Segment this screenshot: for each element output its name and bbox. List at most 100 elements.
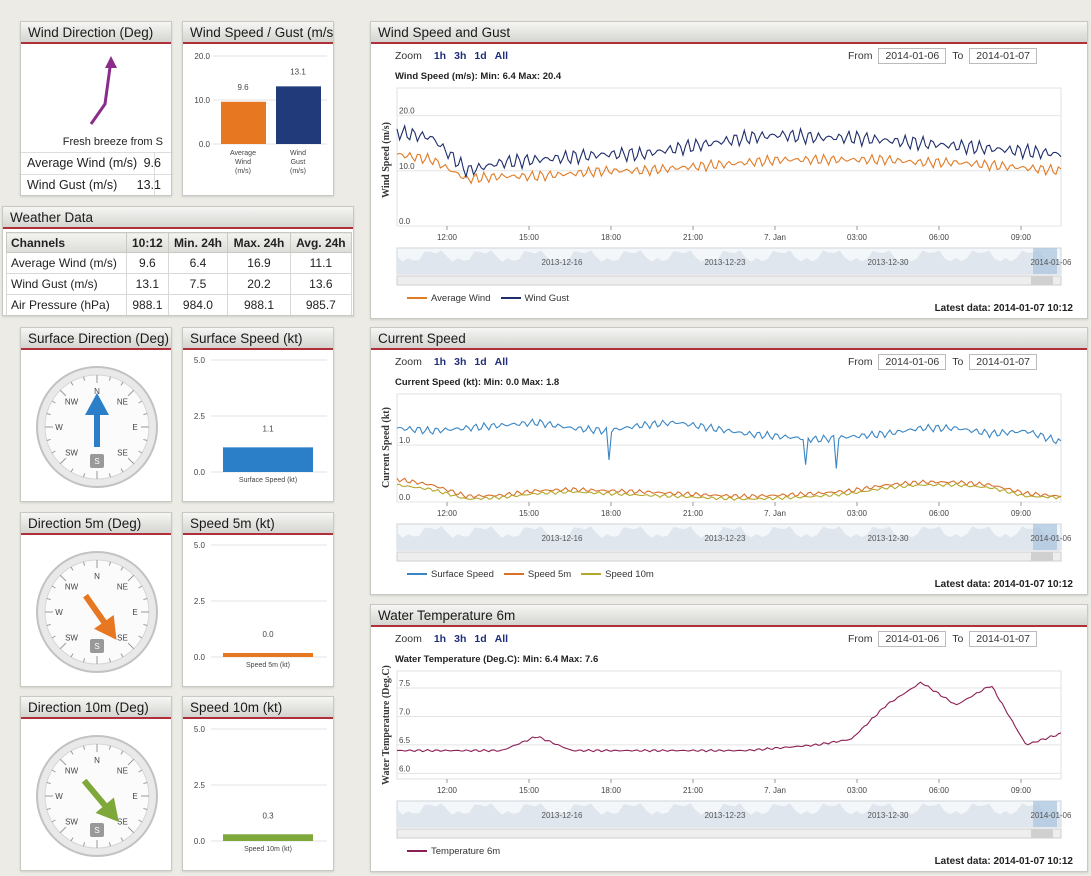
y-tick-label: 0.0 <box>399 493 411 502</box>
legend-label: Wind Gust <box>524 293 569 304</box>
surface-speed-panel: Surface Speed (kt) 5.0 2.5 0.0 1.1 Surface S… <box>182 327 334 502</box>
legend-item[interactable]: Speed 10m <box>581 569 654 580</box>
compass-label: NW <box>65 398 79 407</box>
scrollbar <box>396 275 1062 286</box>
panel-title: Wind Speed / Gust (m/s) <box>183 22 333 44</box>
navigator-tick-label: 2013-12-23 <box>705 258 746 267</box>
from-label: From <box>847 633 873 645</box>
legend-item[interactable]: Speed 5m <box>503 569 571 580</box>
legend-swatch <box>407 850 427 853</box>
legend-swatch <box>503 573 524 576</box>
compass-tick <box>138 585 143 589</box>
direction-5m-compass-icon: N NE E SE SW W NW S <box>36 551 158 673</box>
column-header: 10:12 <box>126 232 169 253</box>
x-tick-label: 15:00 <box>519 233 540 242</box>
compass-tick <box>127 642 135 650</box>
table-cell: 985.7 <box>289 294 353 315</box>
speed-10m-bar-chart: 5.0 2.5 0.0 0.3 Speed 10m (kt) <box>194 725 327 853</box>
legend-label: Average Wind <box>431 293 491 304</box>
to-date-input[interactable]: 2014-01-07 <box>969 354 1037 370</box>
panel-title: Direction 10m (Deg) <box>21 697 171 719</box>
panel-title: Current Speed <box>371 328 1087 350</box>
y-tick-label: 2.5 <box>194 412 206 421</box>
arrow-shaft <box>83 593 110 629</box>
wind-speed-gust-bar-chart: 20.0 10.0 0.0 9.6 Average Wind (m/s) 13.1 Wind Gu… <box>194 52 327 175</box>
navigator-area <box>397 803 1061 827</box>
to-date-input[interactable]: 2014-01-07 <box>969 48 1037 64</box>
to-date-input[interactable]: 2014-01-07 <box>969 631 1037 647</box>
compass-tick <box>127 574 135 582</box>
x-tick-label: 15:00 <box>519 509 540 518</box>
compass-arrow <box>83 593 117 640</box>
from-date-input[interactable]: 2014-01-06 <box>878 48 947 64</box>
bar-category-label: (m/s) <box>290 168 306 175</box>
zoom-all-button[interactable]: All <box>494 356 509 368</box>
zoom-1h-button[interactable]: 1h <box>433 50 447 62</box>
x-tick-label: 18:00 <box>601 233 622 242</box>
y-tick-label: 1.0 <box>399 436 411 445</box>
chart-stat: Current Speed (kt): Min: 0.0 Max: 1.8 <box>395 377 560 388</box>
x-tick-label: 12:00 <box>437 233 458 242</box>
from-date-input[interactable]: 2014-01-06 <box>878 354 947 370</box>
column-header: Max. 24h <box>227 232 291 253</box>
navigator-tick-label: 2013-12-30 <box>868 258 909 267</box>
compass-label: N <box>94 572 100 581</box>
legend-item[interactable]: Average Wind <box>407 293 491 304</box>
date-range: From 2014-01-06 To 2014-01-07 <box>848 354 1043 370</box>
compass-tick <box>120 837 124 842</box>
compass-tick <box>138 819 143 823</box>
x-tick-label: 06:00 <box>929 786 950 795</box>
zoom-all-button[interactable]: All <box>494 50 509 62</box>
x-tick-label: 21:00 <box>683 233 704 242</box>
compass-tick <box>83 473 86 478</box>
from-date-input[interactable]: 2014-01-06 <box>878 631 947 647</box>
zoom-3h-button[interactable]: 3h <box>454 633 467 645</box>
bar-category-label: Average <box>230 150 256 157</box>
compass-arrow <box>81 778 119 823</box>
zoom-1h-button[interactable]: 1h <box>433 356 447 368</box>
navigator-tick-label: 2013-12-23 <box>705 811 746 820</box>
compass-tick <box>83 842 86 847</box>
series-line <box>396 681 1062 753</box>
zoom-all-button[interactable]: All <box>494 633 509 645</box>
zoom-3h-button[interactable]: 3h <box>454 356 467 368</box>
column-header: Channels <box>5 232 128 253</box>
compass-tick <box>46 623 51 626</box>
bar-category-label: Speed 10m (kt) <box>244 846 292 853</box>
compass-arrow <box>85 393 109 447</box>
x-tick-label: 7. Jan <box>764 233 786 242</box>
zoom-1d-button[interactable]: 1d <box>474 633 487 645</box>
legend-swatch <box>581 573 602 576</box>
compass-tick <box>143 782 148 785</box>
wind-speed-gust-panel: Wind Speed / Gust (m/s) 20.0 10.0 0.0 9.6 Av… <box>182 21 334 196</box>
zoom-1h-button[interactable]: 1h <box>433 633 447 645</box>
y-tick-label: 6.5 <box>399 736 411 745</box>
chart-legend: Temperature 6m <box>407 846 510 857</box>
kv-row: Average Wind (m/s) 9.6 <box>21 152 171 174</box>
y-tick-label: 2.5 <box>194 597 206 606</box>
navigator-tick-label: 2013-12-23 <box>705 534 746 543</box>
y-tick-label: 0.0 <box>194 468 206 477</box>
legend-item[interactable]: Wind Gust <box>500 293 569 304</box>
compass-label: NE <box>117 583 128 592</box>
zoom-1d-button[interactable]: 1d <box>474 50 487 62</box>
compass-tick <box>83 376 86 381</box>
arrow-head <box>94 614 117 640</box>
compass-tick <box>51 450 56 454</box>
compass-tick <box>46 438 51 441</box>
compass-tick <box>70 837 74 842</box>
y-tick-label: 5.0 <box>194 725 206 734</box>
compass-tick <box>70 566 74 571</box>
compass-tick <box>59 389 67 397</box>
legend-item[interactable]: Surface Speed <box>407 569 494 580</box>
zoom-1d-button[interactable]: 1d <box>474 356 487 368</box>
compass-label: W <box>55 792 63 801</box>
chart-legend: Average Wind Wind Gust <box>407 293 579 304</box>
zoom-3h-button[interactable]: 3h <box>454 50 467 62</box>
compass-label: E <box>132 792 137 801</box>
compass-tick <box>70 381 74 386</box>
column-header: Avg. 24h <box>289 232 353 253</box>
table-cell: 13.1 <box>126 273 169 295</box>
x-tick-label: 09:00 <box>1011 786 1032 795</box>
legend-item[interactable]: Temperature 6m <box>407 846 500 857</box>
